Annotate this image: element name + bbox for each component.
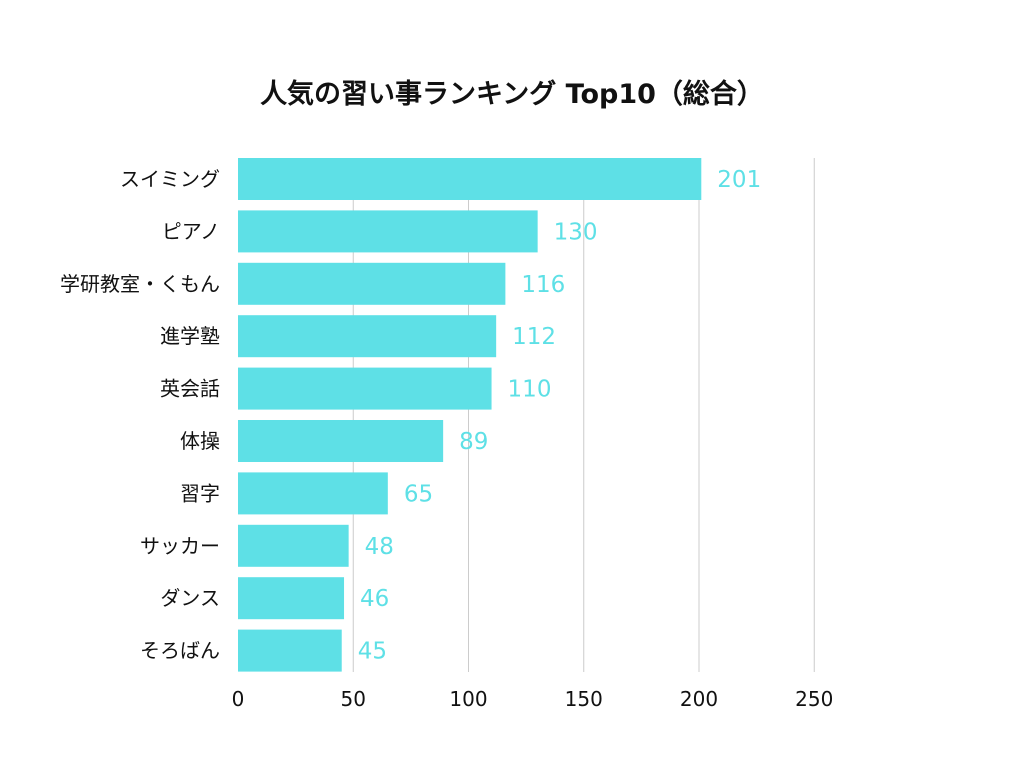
x-tick-label-1: 50 [341, 687, 366, 711]
category-label-7: サッカー [140, 534, 220, 558]
x-tick-label-0: 0 [232, 687, 245, 711]
bar-7 [238, 524, 349, 567]
category-label-3: 進学塾 [160, 324, 220, 348]
bar-2 [238, 262, 506, 305]
bar-9 [238, 629, 342, 672]
category-label-6: 習字 [180, 481, 220, 505]
value-label-0: 201 [717, 167, 761, 193]
bar-6 [238, 472, 388, 515]
value-label-6: 65 [404, 481, 433, 507]
value-label-2: 116 [521, 272, 565, 298]
chart-title: 人気の習い事ランキング Top10（総合） [260, 79, 764, 110]
value-label-4: 110 [508, 377, 552, 403]
category-label-2: 学研教室・くもん [60, 272, 220, 296]
category-label-4: 英会話 [160, 377, 220, 401]
x-tick-label-3: 150 [565, 687, 603, 711]
x-tick-label-4: 200 [680, 687, 718, 711]
category-label-9: そろばん [140, 639, 220, 663]
x-tick-label-5: 250 [795, 687, 833, 711]
category-label-1: ピアノ [162, 219, 220, 243]
bar-4 [238, 367, 492, 410]
category-label-8: ダンス [160, 586, 220, 610]
value-label-5: 89 [459, 429, 488, 455]
value-label-8: 46 [360, 586, 389, 612]
bar-5 [238, 420, 444, 462]
category-label-0: スイミング [120, 167, 220, 191]
value-label-7: 48 [365, 534, 394, 560]
bar-3 [238, 315, 497, 358]
value-label-3: 112 [512, 324, 556, 350]
bar-1 [238, 210, 538, 253]
value-label-9: 45 [358, 639, 387, 665]
bar-0 [238, 158, 702, 200]
x-tick-label-2: 100 [449, 687, 487, 711]
bar-8 [238, 577, 345, 620]
category-label-5: 体操 [180, 429, 220, 453]
value-label-1: 130 [554, 219, 598, 245]
